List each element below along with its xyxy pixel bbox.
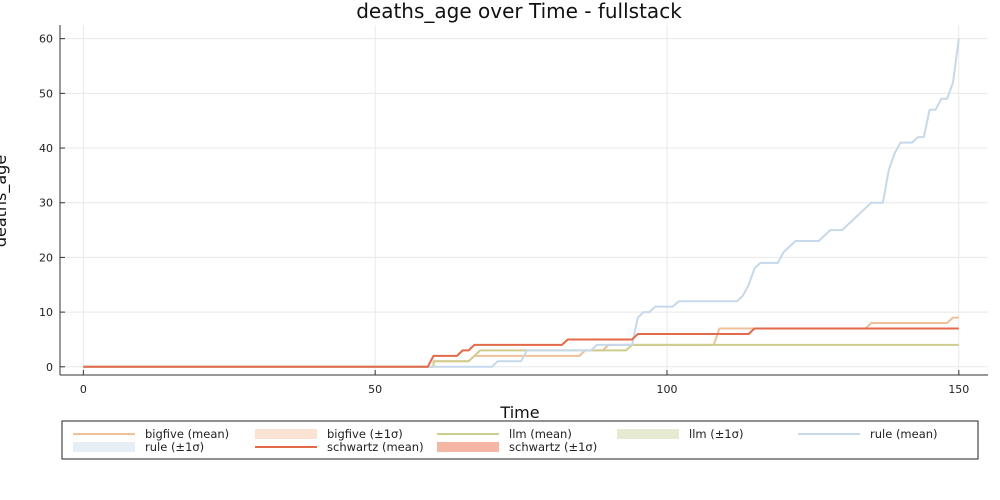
legend-label: schwartz (mean) bbox=[327, 440, 424, 454]
legend-label: bigfive (mean) bbox=[145, 427, 229, 441]
x-axis-title: Time bbox=[499, 403, 539, 422]
legend-label: schwartz (±1σ) bbox=[509, 440, 597, 454]
legend-label: rule (±1σ) bbox=[145, 440, 204, 454]
legend-swatch-band bbox=[73, 442, 135, 452]
x-tick-label: 150 bbox=[948, 383, 969, 396]
legend-label: llm (mean) bbox=[509, 427, 572, 441]
series-line-schwartz bbox=[83, 327, 959, 368]
x-tick-label: 50 bbox=[368, 383, 382, 396]
y-tick-label: 0 bbox=[46, 361, 53, 374]
y-tick-label: 60 bbox=[39, 33, 53, 46]
chart-title: deaths_age over Time - fullstack bbox=[356, 0, 682, 23]
legend-label: llm (±1σ) bbox=[689, 427, 743, 441]
x-tick-label: 0 bbox=[80, 383, 87, 396]
legend-swatch-band bbox=[617, 429, 679, 439]
legend: bigfive (mean) bigfive (±1σ) llm (mean) llm… bbox=[61, 420, 979, 460]
legend-label: rule (mean) bbox=[870, 427, 938, 441]
legend-label: bigfive (±1σ) bbox=[327, 427, 403, 441]
legend-swatch-band bbox=[255, 429, 317, 439]
y-tick-label: 40 bbox=[39, 142, 53, 155]
series-line-rule bbox=[83, 38, 960, 368]
y-tick-label: 30 bbox=[39, 197, 53, 210]
y-tick-label: 20 bbox=[39, 251, 53, 264]
legend-box bbox=[61, 420, 979, 460]
y-tick-label: 50 bbox=[39, 87, 53, 100]
x-tick-label: 100 bbox=[656, 383, 677, 396]
y-tick-label: 10 bbox=[39, 306, 53, 319]
plot-area: 0 50 100 150 0 10 20 30 40 50 60 bbox=[39, 25, 988, 396]
legend-swatch-band bbox=[437, 442, 499, 452]
y-axis-title: deaths_age bbox=[0, 155, 11, 247]
